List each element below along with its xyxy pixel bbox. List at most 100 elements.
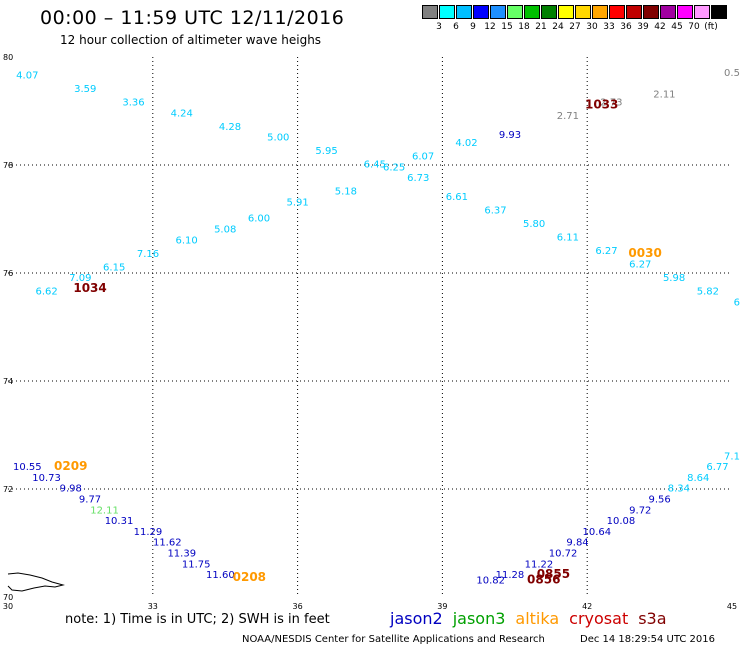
wave-height-label: 10.72 <box>549 549 578 560</box>
color-swatch <box>473 5 489 19</box>
satellite-legend: jason2 jason3 altika cryosat s3a <box>390 609 677 628</box>
x-tick-label: 33 <box>148 602 158 611</box>
color-scale-label: 18 <box>518 22 530 32</box>
color-swatch <box>541 5 557 19</box>
color-swatch <box>422 5 438 19</box>
color-swatch <box>694 5 710 19</box>
y-tick-label: 78 <box>3 161 13 170</box>
page-title: 00:00 – 11:59 UTC 12/11/2016 <box>40 7 345 29</box>
y-tick-label: 76 <box>3 269 13 278</box>
wave-height-label: 4.07 <box>16 71 38 82</box>
wave-height-label: 5.91 <box>286 198 308 209</box>
color-scale-label: (ft) <box>704 22 718 32</box>
pass-time-label: 0856 <box>527 573 560 587</box>
wave-height-label: 6.15 <box>103 262 125 273</box>
color-swatch <box>626 5 642 19</box>
wave-height-label: 6.27 <box>629 260 651 271</box>
wave-height-label: 5.08 <box>214 225 236 236</box>
x-tick-label: 45 <box>727 602 737 611</box>
y-tick-label: 70 <box>3 593 13 602</box>
legend-item-altika: altika <box>515 609 560 628</box>
wave-height-label: 0.5 <box>724 68 740 79</box>
wave-height-label: 4.24 <box>171 108 193 119</box>
pass-time-label: 0208 <box>233 570 266 584</box>
wave-height-label: 11.22 <box>525 559 554 570</box>
wave-height-label: 2.71 <box>557 111 579 122</box>
pass-time-label: 0855 <box>537 567 570 581</box>
wave-height-label: 6.25 <box>383 162 405 173</box>
y-tick-label: 72 <box>3 485 13 494</box>
wave-height-label: 2.73 <box>600 98 622 109</box>
wave-height-label: 6.73 <box>407 173 429 184</box>
pass-time-label: 1033 <box>585 97 618 111</box>
pass-time-label: 0030 <box>628 246 661 260</box>
color-scale-label: 9 <box>470 22 476 32</box>
wave-height-label: 3.36 <box>122 98 144 109</box>
wave-height-label: 11.28 <box>496 570 525 581</box>
color-scale-label: 27 <box>569 22 581 32</box>
coastline <box>7 572 65 592</box>
wave-height-label: 6.77 <box>706 462 728 473</box>
color-swatch <box>592 5 608 19</box>
wave-height-label: 8.64 <box>687 473 709 484</box>
wave-height-label: 5.00 <box>267 133 289 144</box>
wave-height-label: 5.18 <box>335 187 357 198</box>
legend-item-cryosat: cryosat <box>569 609 629 628</box>
color-scale-label: 24 <box>552 22 564 32</box>
wave-height-label: 10.82 <box>476 576 505 587</box>
page-subtitle: 12 hour collection of altimeter wave hei… <box>60 33 322 47</box>
grid-lines <box>8 57 732 597</box>
wave-height-label: 6 <box>734 297 740 308</box>
x-tick-label: 39 <box>437 602 447 611</box>
x-tick-label: 42 <box>582 602 592 611</box>
wave-height-label: 9.93 <box>499 130 521 141</box>
wave-height-label: 5.80 <box>523 219 545 230</box>
wave-height-label: 5.82 <box>697 287 719 298</box>
wave-height-label: 9.72 <box>629 505 651 516</box>
color-scale-label: 3 <box>436 22 442 32</box>
color-swatch <box>711 5 727 19</box>
wave-height-label: 10.73 <box>32 473 61 484</box>
wave-height-label: 10.08 <box>607 516 636 527</box>
wave-height-label: 10.55 <box>13 462 42 473</box>
color-swatch <box>558 5 574 19</box>
wave-height-label: 9.98 <box>60 484 82 495</box>
color-swatch <box>439 5 455 19</box>
color-scale-label: 70 <box>688 22 700 32</box>
wave-height-label: 11.29 <box>134 527 163 538</box>
wave-height-label: 6.10 <box>175 235 197 246</box>
wave-height-label: 8.34 <box>668 484 690 495</box>
legend-item-s3a: s3a <box>638 609 667 628</box>
color-scale-label: 42 <box>654 22 666 32</box>
color-scale-label: 6 <box>453 22 459 32</box>
wave-height-label: 6.45 <box>364 160 386 171</box>
wave-height-label: 6.62 <box>35 287 57 298</box>
y-tick-label: 80 <box>3 53 13 62</box>
y-tick-label: 74 <box>3 377 13 386</box>
color-scale-label: 39 <box>637 22 649 32</box>
wave-height-label: 12.11 <box>90 505 119 516</box>
pass-time-label: 0209 <box>54 459 87 473</box>
color-swatch <box>456 5 472 19</box>
color-scale-label: 36 <box>620 22 632 32</box>
wave-height-label: 6.07 <box>412 152 434 163</box>
axis-ticks: 30 33 36 39 42 45 70 72 74 76 78 80 <box>3 53 737 611</box>
wave-height-label: 11.60 <box>206 570 235 581</box>
color-swatch <box>575 5 591 19</box>
wave-height-label: 6.11 <box>557 233 579 244</box>
coastline-shape <box>7 572 65 592</box>
wave-height-label: 2.11 <box>653 90 675 101</box>
wave-height-label: 3.59 <box>74 84 96 95</box>
x-tick-label: 30 <box>3 602 13 611</box>
wave-height-label: 10.31 <box>105 516 134 527</box>
wave-height-label: 7.16 <box>137 249 159 260</box>
color-scale-label: 45 <box>671 22 683 32</box>
wave-height-label: 6.27 <box>595 246 617 257</box>
legend-item-jason2: jason2 <box>390 609 443 628</box>
color-scale-label: 30 <box>586 22 598 32</box>
color-scale-label: 33 <box>603 22 615 32</box>
wave-height-label: 5.95 <box>315 146 337 157</box>
color-scale-label: 21 <box>535 22 547 32</box>
generation-timestamp: Dec 14 18:29:54 UTC 2016 <box>580 634 715 645</box>
